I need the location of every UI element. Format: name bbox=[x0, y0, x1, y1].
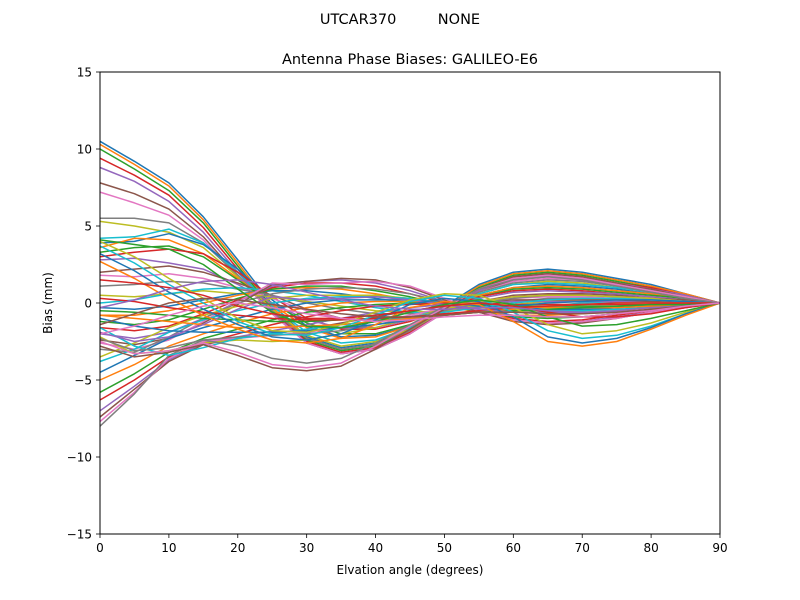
x-tick-label: 60 bbox=[506, 541, 521, 555]
x-axis-label: Elvation angle (degrees) bbox=[337, 563, 484, 577]
y-tick-label: 0 bbox=[84, 297, 92, 311]
x-tick-label: 10 bbox=[161, 541, 176, 555]
x-tick-label: 0 bbox=[96, 541, 104, 555]
y-tick-label: 15 bbox=[77, 66, 92, 80]
figure-suptitle: UTCAR370 NONE bbox=[320, 12, 480, 28]
series-line-56 bbox=[99, 297, 721, 326]
series-line-46 bbox=[99, 272, 721, 372]
series-line-47 bbox=[99, 274, 721, 369]
y-tick-label: −10 bbox=[67, 451, 92, 465]
y-tick-label: 10 bbox=[77, 143, 92, 157]
y-tick-label: −15 bbox=[67, 528, 92, 542]
series-line-51 bbox=[99, 253, 721, 344]
y-axis: −15 −10 −5 0 5 10 15 bbox=[67, 66, 100, 542]
series-line-57 bbox=[99, 302, 721, 335]
series-line-30 bbox=[99, 296, 721, 363]
series-line-54 bbox=[99, 279, 721, 320]
series-line-48 bbox=[99, 276, 721, 364]
y-tick-label: 5 bbox=[84, 220, 92, 234]
x-tick-label: 40 bbox=[368, 541, 383, 555]
x-tick-label: 90 bbox=[712, 541, 727, 555]
x-tick-label: 50 bbox=[437, 541, 452, 555]
series-line-27 bbox=[99, 280, 721, 350]
x-tick-label: 80 bbox=[643, 541, 658, 555]
chart-title: Antenna Phase Biases: GALILEO-E6 bbox=[282, 52, 538, 68]
x-axis: 0 10 20 30 40 50 60 70 80 90 bbox=[96, 534, 728, 555]
x-tick-label: 30 bbox=[299, 541, 314, 555]
x-tick-label: 20 bbox=[230, 541, 245, 555]
y-axis-label: Bias (mm) bbox=[41, 272, 55, 334]
series-line-52 bbox=[99, 260, 721, 347]
series-line-53 bbox=[99, 239, 721, 329]
series-layer bbox=[99, 140, 721, 427]
x-tick-label: 70 bbox=[575, 541, 590, 555]
series-line-10 bbox=[99, 228, 721, 344]
series-line-50 bbox=[99, 245, 721, 340]
y-tick-label: −5 bbox=[74, 374, 92, 388]
